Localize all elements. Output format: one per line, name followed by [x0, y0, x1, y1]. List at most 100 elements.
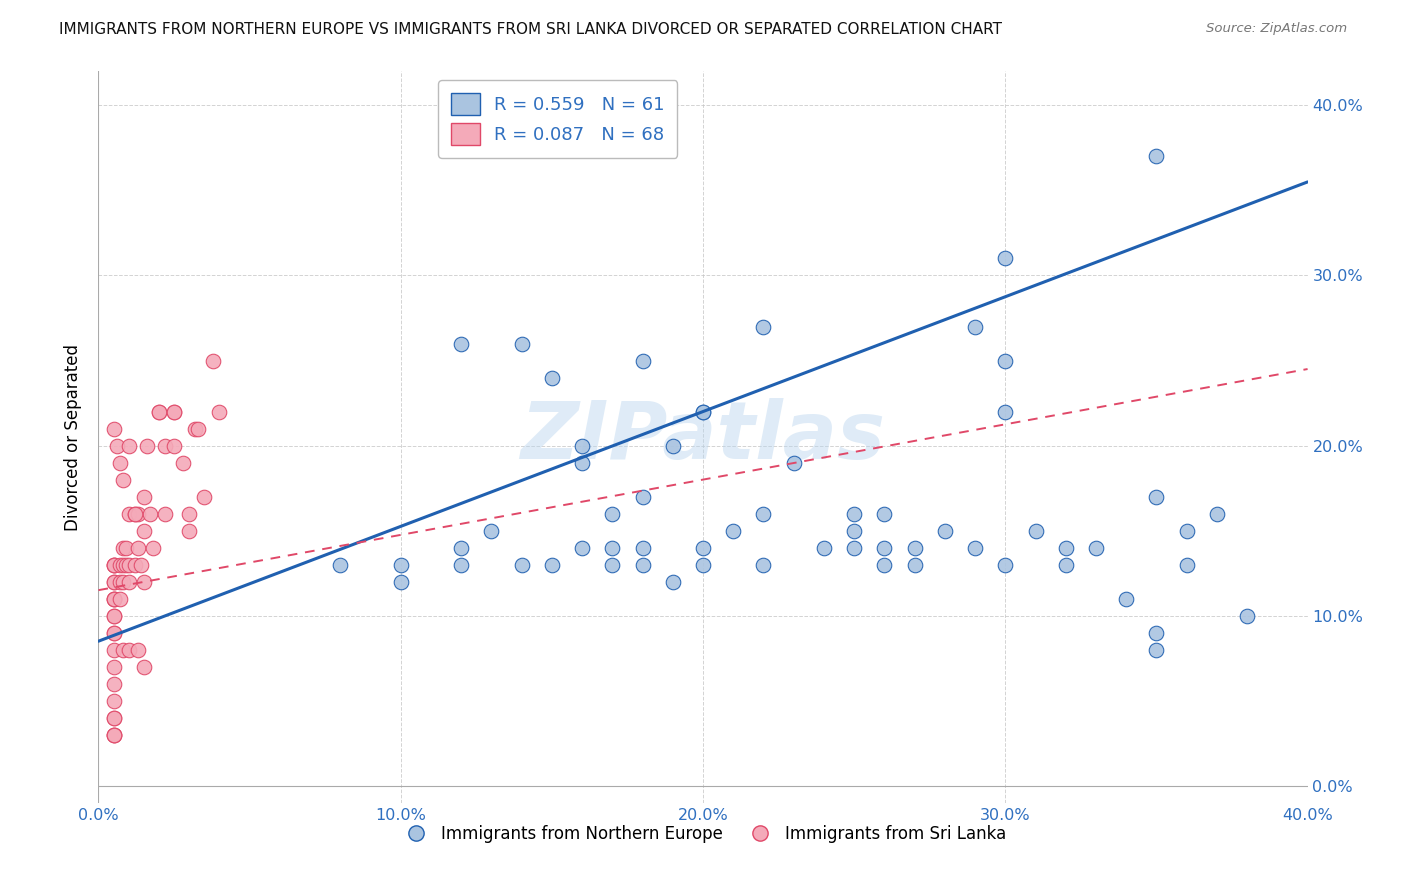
Point — [103, 558, 125, 572]
Point — [1144, 149, 1167, 163]
Point — [103, 591, 125, 606]
Point — [124, 507, 146, 521]
Point — [752, 319, 775, 334]
Point — [873, 507, 896, 521]
Point — [118, 558, 141, 572]
Point — [132, 524, 155, 538]
Point — [723, 524, 745, 538]
Point — [163, 404, 186, 418]
Point — [661, 574, 683, 589]
Point — [510, 558, 533, 572]
Point — [844, 541, 866, 555]
Point — [1024, 524, 1046, 538]
Point — [124, 558, 146, 572]
Point — [148, 404, 170, 418]
Point — [103, 591, 125, 606]
Point — [129, 558, 152, 572]
Point — [118, 507, 141, 521]
Point — [179, 524, 201, 538]
Point — [904, 558, 927, 572]
Point — [142, 541, 165, 555]
Point — [114, 558, 136, 572]
Point — [481, 524, 503, 538]
Point — [103, 728, 125, 742]
Point — [118, 574, 141, 589]
Point — [103, 728, 125, 742]
Point — [108, 558, 131, 572]
Point — [752, 558, 775, 572]
Point — [153, 439, 176, 453]
Point — [631, 490, 654, 504]
Point — [631, 558, 654, 572]
Point — [208, 404, 231, 418]
Point — [103, 677, 125, 691]
Point — [602, 507, 624, 521]
Point — [184, 421, 207, 435]
Point — [450, 558, 472, 572]
Point — [193, 490, 215, 504]
Point — [934, 524, 956, 538]
Point — [692, 404, 714, 418]
Point — [602, 541, 624, 555]
Text: Source: ZipAtlas.com: Source: ZipAtlas.com — [1206, 22, 1347, 36]
Point — [111, 642, 134, 657]
Point — [571, 541, 593, 555]
Point — [103, 694, 125, 708]
Point — [510, 336, 533, 351]
Point — [602, 558, 624, 572]
Point — [571, 439, 593, 453]
Point — [132, 659, 155, 673]
Text: ZIPatlas: ZIPatlas — [520, 398, 886, 476]
Point — [108, 574, 131, 589]
Point — [103, 728, 125, 742]
Point — [1144, 642, 1167, 657]
Point — [1144, 625, 1167, 640]
Point — [965, 319, 987, 334]
Point — [108, 591, 131, 606]
Point — [450, 336, 472, 351]
Text: IMMIGRANTS FROM NORTHERN EUROPE VS IMMIGRANTS FROM SRI LANKA DIVORCED OR SEPARAT: IMMIGRANTS FROM NORTHERN EUROPE VS IMMIG… — [59, 22, 1002, 37]
Point — [692, 541, 714, 555]
Point — [783, 456, 806, 470]
Point — [1054, 541, 1077, 555]
Point — [103, 642, 125, 657]
Point — [389, 558, 412, 572]
Point — [1236, 608, 1258, 623]
Point — [127, 507, 149, 521]
Point — [103, 558, 125, 572]
Point — [124, 507, 146, 521]
Point — [111, 558, 134, 572]
Point — [1054, 558, 1077, 572]
Point — [127, 541, 149, 555]
Point — [103, 711, 125, 725]
Point — [179, 507, 201, 521]
Point — [1206, 507, 1229, 521]
Legend: Immigrants from Northern Europe, Immigrants from Sri Lanka: Immigrants from Northern Europe, Immigra… — [394, 818, 1012, 849]
Point — [571, 456, 593, 470]
Point — [103, 711, 125, 725]
Point — [202, 353, 225, 368]
Point — [103, 558, 125, 572]
Point — [139, 507, 162, 521]
Point — [389, 574, 412, 589]
Point — [540, 558, 562, 572]
Point — [1144, 490, 1167, 504]
Point — [127, 642, 149, 657]
Point — [103, 574, 125, 589]
Point — [873, 541, 896, 555]
Point — [118, 439, 141, 453]
Point — [187, 421, 209, 435]
Point — [994, 404, 1017, 418]
Point — [329, 558, 352, 572]
Point — [132, 574, 155, 589]
Point — [661, 439, 683, 453]
Point — [105, 439, 128, 453]
Point — [103, 591, 125, 606]
Point — [114, 541, 136, 555]
Point — [873, 558, 896, 572]
Point — [103, 608, 125, 623]
Point — [692, 558, 714, 572]
Point — [631, 541, 654, 555]
Point — [752, 507, 775, 521]
Point — [103, 625, 125, 640]
